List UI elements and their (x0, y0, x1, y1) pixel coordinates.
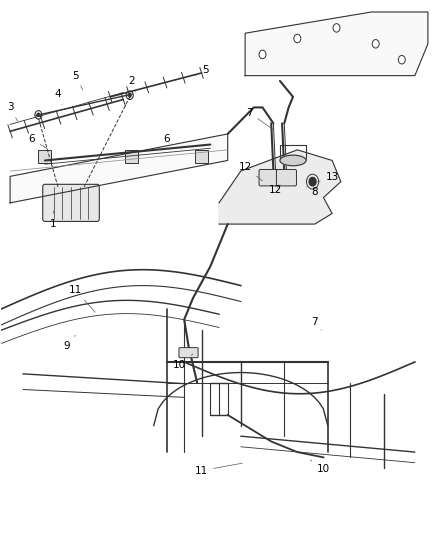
Text: 6: 6 (28, 134, 47, 148)
Bar (125, 150, 138, 163)
Text: 4: 4 (55, 89, 61, 105)
Text: 7: 7 (246, 108, 273, 130)
Circle shape (372, 39, 379, 48)
FancyBboxPatch shape (276, 169, 297, 186)
Text: 11: 11 (69, 285, 95, 312)
Text: 5: 5 (195, 66, 209, 76)
Circle shape (37, 114, 40, 116)
Circle shape (309, 177, 316, 186)
Text: 12: 12 (269, 184, 282, 195)
Text: 7: 7 (311, 317, 321, 330)
Text: 5: 5 (72, 70, 83, 90)
Polygon shape (10, 134, 228, 203)
Polygon shape (245, 12, 428, 76)
Text: 8: 8 (306, 187, 318, 197)
Text: 11: 11 (195, 463, 242, 475)
Circle shape (333, 23, 340, 32)
FancyBboxPatch shape (43, 184, 99, 221)
Ellipse shape (280, 155, 306, 166)
Bar (39, 150, 51, 163)
Text: 9: 9 (64, 335, 75, 351)
Text: 1: 1 (50, 211, 57, 229)
Text: 3: 3 (7, 102, 18, 121)
Bar (195, 150, 208, 163)
Circle shape (259, 50, 266, 59)
Circle shape (294, 34, 301, 43)
Text: 12: 12 (238, 162, 262, 181)
FancyBboxPatch shape (259, 169, 279, 186)
Text: 10: 10 (311, 460, 330, 474)
Text: 6: 6 (158, 134, 170, 150)
Text: 2: 2 (129, 76, 135, 92)
Circle shape (128, 94, 131, 97)
Circle shape (398, 55, 405, 64)
FancyBboxPatch shape (179, 348, 198, 358)
Polygon shape (219, 150, 341, 224)
Text: 10: 10 (173, 354, 193, 369)
Text: 13: 13 (318, 172, 339, 182)
